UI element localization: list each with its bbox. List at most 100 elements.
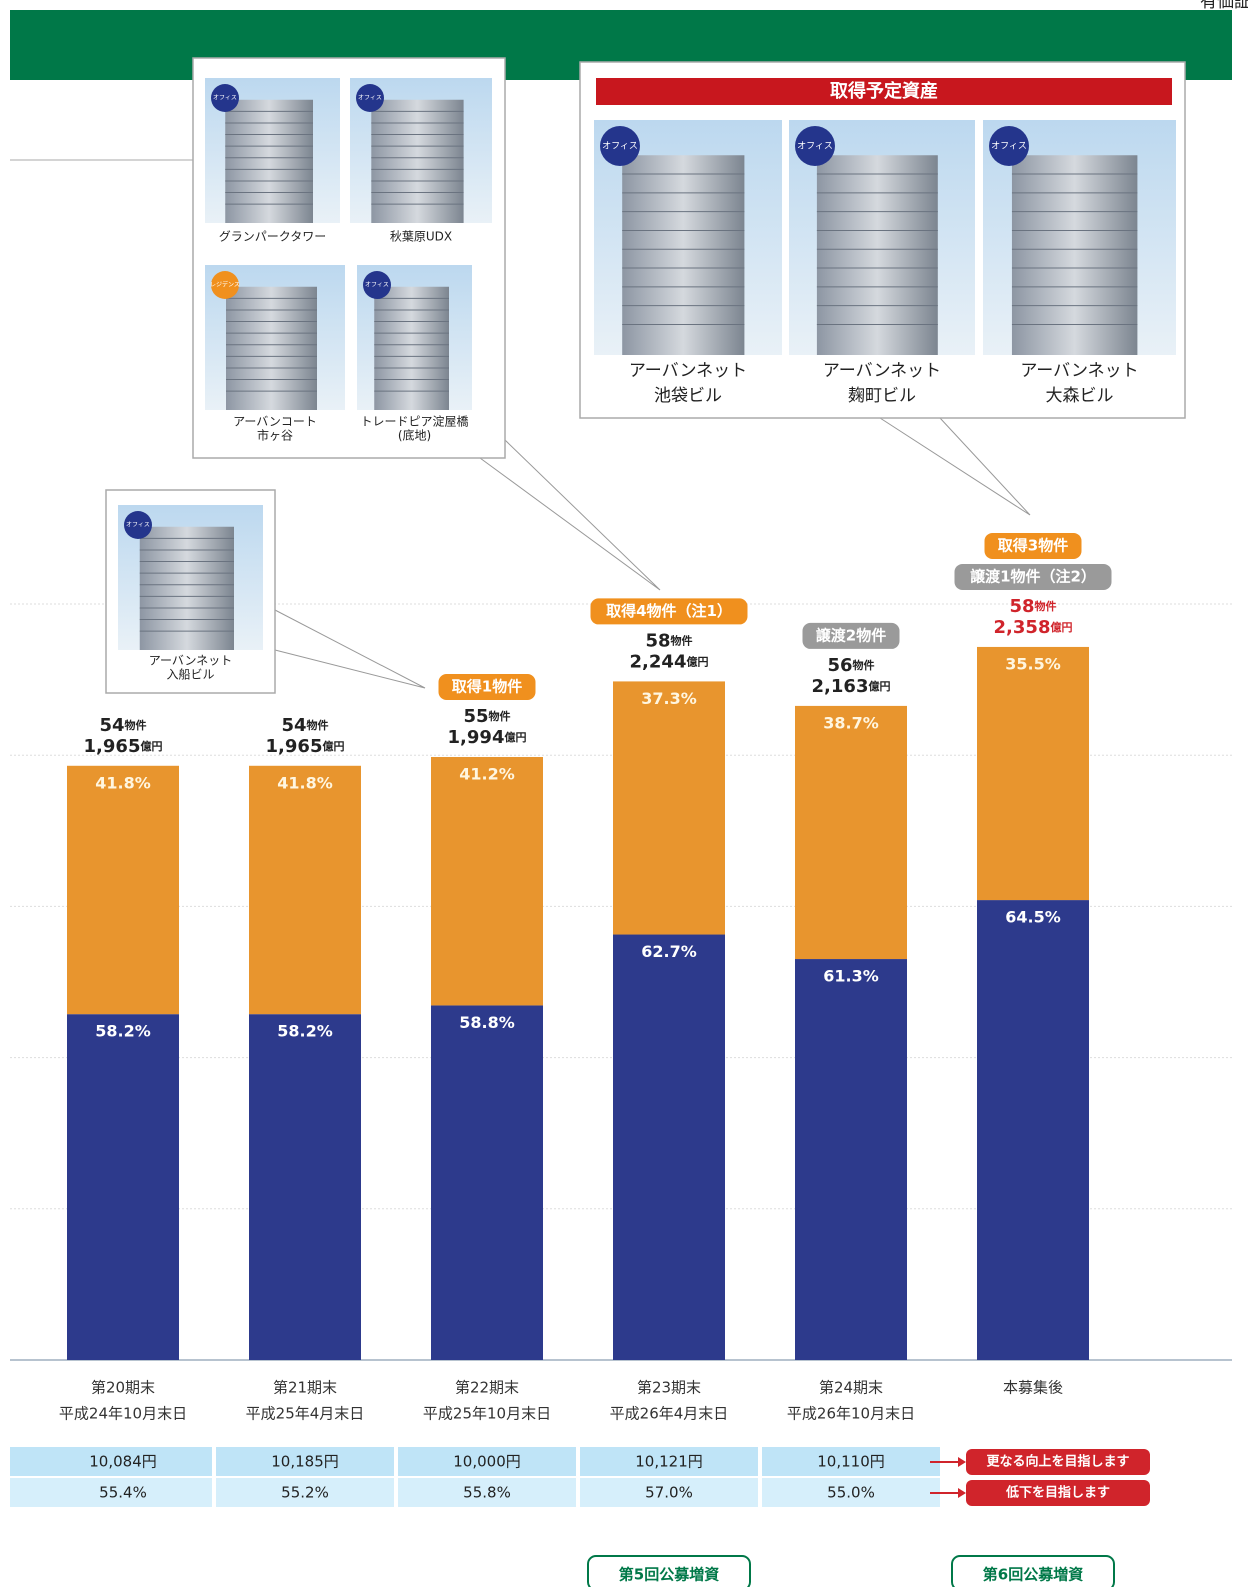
photo-tag <box>211 84 239 112</box>
photo-caption: アーバンネット <box>823 361 941 381</box>
bar-segment <box>795 705 907 960</box>
callout-header <box>596 78 1172 105</box>
photo-tag <box>124 511 152 539</box>
value-label: 41.8% <box>277 773 333 792</box>
note-text: 更なる向上を目指します <box>986 1454 1129 1470</box>
photo-tag-text: オフィス <box>602 141 638 152</box>
total-value: 1,994 <box>448 727 505 748</box>
pointers <box>274 417 1031 689</box>
table-cell <box>216 1447 394 1476</box>
count-label: 58物件 <box>645 630 692 651</box>
annotation-text: 取得4物件（注1） <box>606 602 732 620</box>
bar-segment <box>613 934 725 1360</box>
total-value: 2,163 <box>812 676 869 697</box>
annotation-badge <box>438 674 536 701</box>
table-cell <box>580 1478 758 1507</box>
value-label: 41.8% <box>95 773 151 792</box>
callout-title: 取得予定資産 <box>830 80 938 102</box>
photo-building <box>1011 155 1138 355</box>
photo-building <box>816 155 938 355</box>
photo-tag-text: オフィス <box>991 141 1027 152</box>
photo-caption: 大森ビル <box>1046 386 1114 406</box>
total-value: 1,965 <box>84 736 141 757</box>
x-tick-date: 平成25年10月末日 <box>423 1405 551 1423</box>
x-tick-label: 第20期末 <box>91 1379 155 1397</box>
count-label: 54物件 <box>281 715 328 736</box>
bar-segment <box>977 900 1089 1360</box>
x-tick-label: 第24期末 <box>819 1379 883 1397</box>
total-unit: 億円 <box>140 739 162 753</box>
x-tick-label: 第21期末 <box>273 1379 337 1397</box>
annotation-badge <box>590 598 748 625</box>
x-tick-date: 平成26年4月末日 <box>610 1405 729 1423</box>
count-unit: 物件 <box>853 658 875 672</box>
total-label: 2,163億円 <box>812 676 891 697</box>
x-tick-date: 平成25年4月末日 <box>246 1405 365 1423</box>
total-unit: 億円 <box>1050 620 1072 634</box>
count-value: 54 <box>281 715 306 736</box>
table-cell <box>762 1447 940 1476</box>
photo-tag <box>989 126 1029 166</box>
table-cell <box>398 1478 576 1507</box>
value-label: 58.2% <box>277 1022 333 1041</box>
photo-tag <box>795 126 835 166</box>
annotation-badge <box>802 622 900 649</box>
count-unit: 物件 <box>489 709 511 723</box>
bar-segment <box>613 681 725 935</box>
x-tick-date: 平成26年10月末日 <box>787 1405 915 1423</box>
value-label: 35.5% <box>1005 654 1061 673</box>
x-tick-label: 第23期末 <box>637 1379 701 1397</box>
value-label: 38.7% <box>823 713 879 732</box>
photo-tag-text: レジデンス <box>210 281 240 289</box>
photo-caption: グランパークタワー <box>219 230 327 244</box>
annotation-text: 取得3物件 <box>998 536 1068 554</box>
table-text: 10,000円 <box>453 1453 521 1471</box>
count-value: 58 <box>1009 596 1034 617</box>
photo-tag-text: オフィス <box>358 95 382 102</box>
table-cell <box>580 1447 758 1476</box>
photo-building <box>371 99 464 223</box>
photo-tag <box>600 126 640 166</box>
table-text: 10,084円 <box>89 1453 157 1471</box>
total-unit: 億円 <box>868 679 890 693</box>
table-cell <box>34 1478 212 1507</box>
table-text: 55.0% <box>827 1484 875 1502</box>
table-text: 55.8% <box>463 1484 511 1502</box>
note-text: 低下を目指します <box>1005 1485 1110 1501</box>
table-cell <box>398 1447 576 1476</box>
count-label: 54物件 <box>99 715 146 736</box>
offering-pill <box>587 1555 751 1587</box>
photo-building <box>225 99 313 223</box>
bar-segment <box>249 765 361 1015</box>
value-label: 61.3% <box>823 967 879 986</box>
photo-caption: 市ヶ谷 <box>257 428 293 443</box>
count-value: 56 <box>827 655 852 676</box>
total-label: 1,965億円 <box>84 736 163 757</box>
total-label: 2,358億円 <box>994 617 1073 638</box>
photo-building <box>139 526 234 650</box>
table-cell <box>34 1447 212 1476</box>
photo-building <box>374 286 449 410</box>
photo-caption: 池袋ビル <box>654 386 722 406</box>
bar-segment <box>431 757 543 1006</box>
count-unit: 物件 <box>307 718 329 732</box>
total-unit: 億円 <box>504 730 526 744</box>
table-text: 55.4% <box>99 1484 147 1502</box>
table-cell <box>216 1478 394 1507</box>
photo-caption: 入船ビル <box>166 668 214 682</box>
photo-building <box>622 155 745 355</box>
bar-segment <box>249 1014 361 1360</box>
annotation-badge <box>984 532 1082 559</box>
note-pill <box>966 1449 1150 1475</box>
total-value: 2,244 <box>630 651 687 672</box>
bar-segment <box>67 765 179 1015</box>
table-text: 10,121円 <box>635 1453 703 1471</box>
value-label: 58.8% <box>459 1013 515 1032</box>
annotation-badge <box>954 563 1112 590</box>
photo-tag <box>363 271 391 299</box>
table-text: 10,185円 <box>271 1453 339 1471</box>
photo-tag-text: オフィス <box>365 282 389 289</box>
count-label: 55物件 <box>463 706 510 727</box>
offering-pill <box>951 1555 1115 1587</box>
